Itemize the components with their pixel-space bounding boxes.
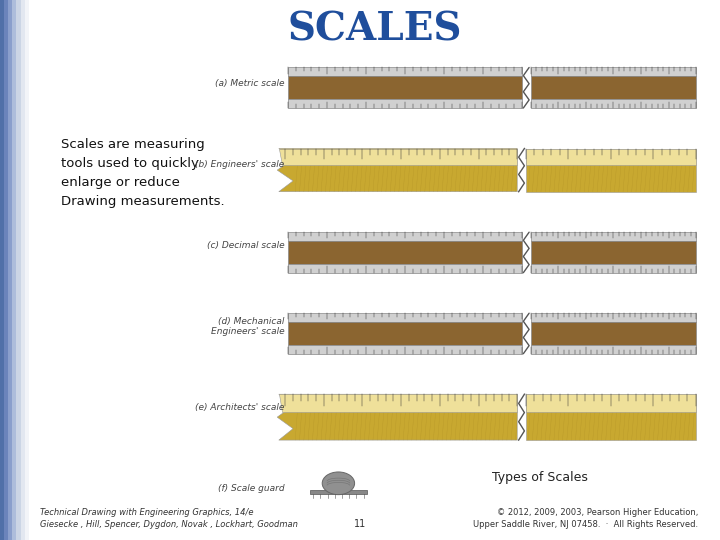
Text: (e) Architects' scale: (e) Architects' scale: [195, 403, 284, 412]
Text: Scales are measuring
tools used to quickly
enlarge or reduce
Drawing measurement: Scales are measuring tools used to quick…: [61, 138, 225, 208]
Polygon shape: [526, 148, 696, 192]
Bar: [288, 232, 522, 241]
Bar: [531, 232, 696, 241]
Ellipse shape: [323, 472, 354, 495]
Polygon shape: [526, 394, 696, 440]
Text: (f) Scale guard: (f) Scale guard: [217, 484, 284, 493]
Text: (d) Mechanical
Engineers' scale: (d) Mechanical Engineers' scale: [211, 317, 284, 336]
Bar: [8, 0, 12, 540]
Polygon shape: [277, 394, 517, 440]
Bar: [288, 264, 522, 273]
Text: (a) Metric scale: (a) Metric scale: [215, 79, 284, 88]
Bar: [24, 0, 29, 540]
Bar: [531, 264, 696, 273]
Bar: [531, 241, 696, 264]
Bar: [531, 76, 696, 99]
Bar: [288, 313, 522, 322]
Bar: [531, 99, 696, 108]
Text: SCALES: SCALES: [287, 11, 462, 49]
Bar: [17, 0, 21, 540]
Text: © 2012, 2009, 2003, Pearson Higher Education,
Upper Saddle River, NJ 07458.  ·  : © 2012, 2009, 2003, Pearson Higher Educa…: [473, 508, 698, 529]
Bar: [531, 313, 696, 322]
Text: Types of Scales: Types of Scales: [492, 471, 588, 484]
Bar: [12, 0, 17, 540]
Text: (c) Decimal scale: (c) Decimal scale: [207, 241, 284, 250]
Text: (b) Engineers' scale: (b) Engineers' scale: [195, 160, 284, 169]
Bar: [21, 0, 24, 540]
Polygon shape: [279, 394, 517, 411]
Polygon shape: [277, 148, 517, 192]
Bar: [288, 241, 522, 264]
Text: 11: 11: [354, 519, 366, 529]
Bar: [288, 68, 522, 76]
Bar: [531, 322, 696, 345]
Bar: [531, 68, 696, 76]
Bar: [531, 345, 696, 354]
Bar: [310, 490, 367, 494]
Bar: [4, 0, 8, 540]
Bar: [288, 76, 522, 99]
Bar: [288, 99, 522, 108]
Text: Technical Drawing with Engineering Graphics, 14/e
Giesecke , Hill, Spencer, Dygd: Technical Drawing with Engineering Graph…: [40, 508, 297, 529]
Bar: [288, 345, 522, 354]
Polygon shape: [526, 148, 696, 165]
Polygon shape: [526, 394, 696, 411]
Polygon shape: [279, 148, 517, 165]
Bar: [0, 0, 4, 540]
Bar: [288, 322, 522, 345]
